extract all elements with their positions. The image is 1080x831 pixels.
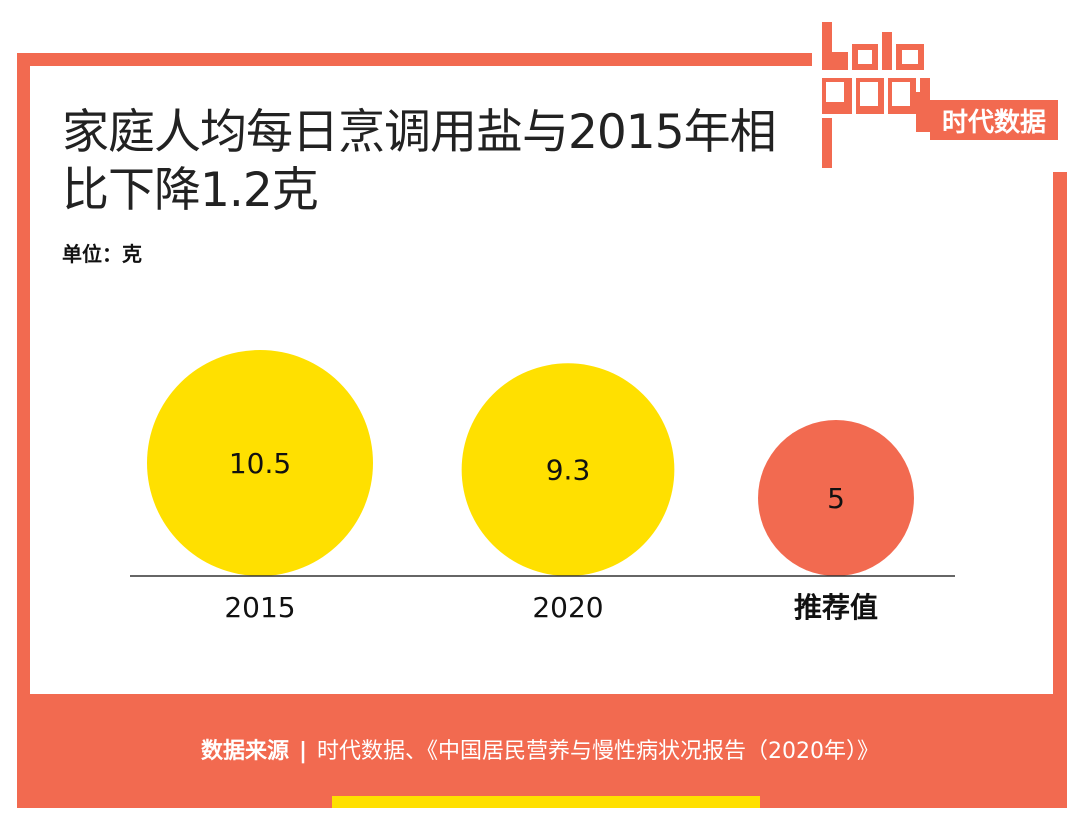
value-label-1: 9.3 bbox=[546, 454, 591, 487]
bubble-1 bbox=[461, 363, 675, 576]
logo-block: 时代数据 bbox=[812, 22, 1067, 172]
category-label-0: 2015 bbox=[224, 591, 295, 624]
source-label: 数据来源 bbox=[200, 739, 289, 764]
unit-label: 单位：克 bbox=[62, 242, 142, 266]
logo-brand-text: 时代数据 bbox=[942, 108, 1046, 138]
value-label-2: 5 bbox=[827, 482, 845, 515]
source-text: 时代数据、《中国居民营养与慢性病状况报告（2020年）》 bbox=[317, 739, 880, 764]
category-label-1: 2020 bbox=[532, 591, 603, 624]
source-separator: | bbox=[298, 739, 308, 764]
category-label-2: 推荐值 bbox=[794, 591, 878, 624]
bubble-0 bbox=[147, 350, 373, 576]
bubble-2 bbox=[758, 420, 914, 576]
decorative-strip bbox=[332, 796, 760, 808]
datagood-logo-icon: 时代数据 bbox=[822, 22, 1058, 168]
source-bar: 数据来源 | 时代数据、《中国居民营养与慢性病状况报告（2020年）》 bbox=[0, 734, 1080, 770]
chart-title: 家庭人均每日烹调用盐与2015年相比下降1.2克 bbox=[62, 105, 777, 218]
value-label-0: 10.5 bbox=[229, 447, 291, 480]
